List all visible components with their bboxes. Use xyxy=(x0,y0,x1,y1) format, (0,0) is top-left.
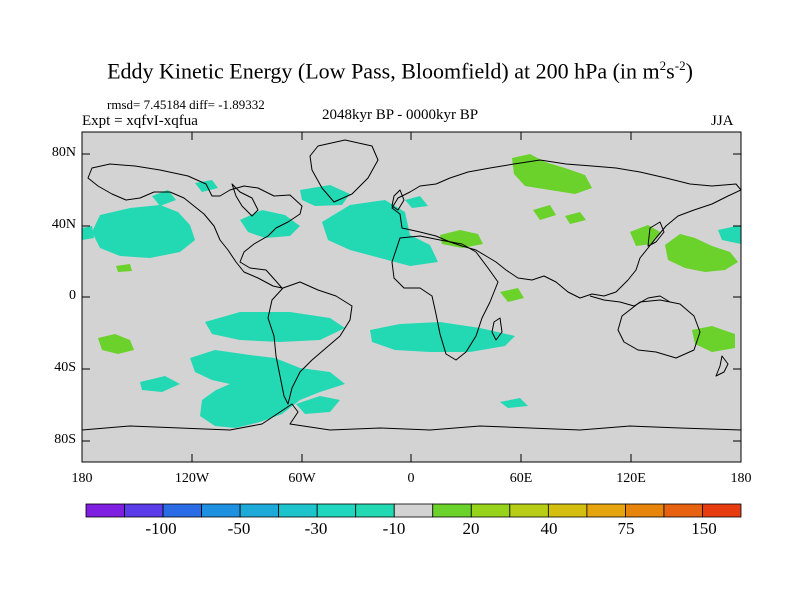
neg-region xyxy=(718,225,741,244)
colorbar-box xyxy=(124,503,164,518)
colorbar-box xyxy=(702,503,742,518)
colorbar xyxy=(85,503,742,518)
pos-region xyxy=(630,225,660,246)
colorbar-label: -30 xyxy=(304,519,328,538)
colorbar-box xyxy=(355,503,395,518)
colorbar-box xyxy=(586,503,626,518)
coast-indonesia xyxy=(589,295,671,307)
coast-antarctica xyxy=(82,403,741,431)
colorbar-box xyxy=(470,503,511,518)
colorbar-box xyxy=(201,503,241,518)
negative-anomaly-regions xyxy=(82,180,741,428)
coast-uk xyxy=(391,189,405,211)
pos-region xyxy=(512,154,592,194)
colorbar-label: -10 xyxy=(382,519,406,538)
lat-label: 0 xyxy=(69,288,76,303)
colorbar-box xyxy=(663,503,703,518)
colorbar-label: -100 xyxy=(145,519,177,538)
coast-madagascar xyxy=(491,317,503,341)
neg-region xyxy=(500,398,528,408)
colorbar-box xyxy=(85,503,125,518)
neg-region xyxy=(152,190,176,206)
lon-label: 120E xyxy=(616,471,646,486)
lat-label: 80N xyxy=(51,145,76,160)
lat-label: 80S xyxy=(54,432,76,447)
neg-region xyxy=(140,376,180,392)
colorbar-box xyxy=(239,503,280,518)
lon-ticks xyxy=(191,132,632,462)
coast-south-america xyxy=(267,281,353,405)
coast-africa xyxy=(391,235,499,361)
coastlines xyxy=(82,139,741,431)
anomaly-fields xyxy=(82,154,741,428)
lon-label: 0 xyxy=(407,471,415,486)
lat-ticks xyxy=(82,153,741,442)
lon-label: 60E xyxy=(509,471,533,486)
colorbar-label: 20 xyxy=(462,519,480,538)
colorbar-label: 150 xyxy=(691,519,717,538)
colorbar-box xyxy=(393,503,434,518)
lon-label: 60W xyxy=(288,471,316,486)
colorbar-box xyxy=(547,503,588,518)
coast-new-zealand xyxy=(715,355,729,377)
season-label: JJA xyxy=(711,113,734,129)
lat-label: 40N xyxy=(51,217,76,232)
neg-region xyxy=(205,312,345,342)
coast-japan xyxy=(647,221,665,247)
colorbar-box xyxy=(162,503,202,518)
colorbar-box xyxy=(278,503,318,518)
neg-region xyxy=(240,210,300,238)
neg-region xyxy=(82,226,94,240)
colorbar-box xyxy=(509,503,549,518)
colorbar-label: 75 xyxy=(617,519,635,538)
neg-region xyxy=(296,396,340,414)
lat-label: 40S xyxy=(54,360,76,375)
pos-region xyxy=(116,264,132,272)
lon-label: 180 xyxy=(730,471,752,486)
pos-region xyxy=(98,334,134,354)
colorbar-label: 40 xyxy=(540,519,558,538)
map-background xyxy=(82,132,741,462)
positive-anomaly-regions xyxy=(98,154,738,354)
colorbar-box xyxy=(432,503,472,518)
pos-region xyxy=(565,212,586,224)
coast-greenland xyxy=(309,139,379,203)
coast-europe-asia xyxy=(391,159,741,299)
neg-region xyxy=(322,200,438,266)
coast-australia xyxy=(617,299,701,359)
pos-region xyxy=(692,326,735,352)
lon-label: 180 xyxy=(71,471,93,486)
pos-region xyxy=(440,230,483,248)
pos-region xyxy=(533,205,556,220)
neg-region xyxy=(92,205,195,258)
chart-title: Eddy Kinetic Energy (Low Pass, Bloomfiel… xyxy=(107,58,693,84)
coast-hudson xyxy=(231,183,259,217)
colorbar-box xyxy=(625,503,665,518)
experiment-label: Expt = xqfvI-xqfua xyxy=(82,113,198,129)
lon-label: 120W xyxy=(174,471,210,486)
period-label: 2048kyr BP - 0000kyr BP xyxy=(322,107,479,123)
neg-region xyxy=(190,350,345,428)
colorbar-box xyxy=(316,503,357,518)
pos-region xyxy=(665,234,738,272)
stats-text: rmsd= 7.45184 diff= -1.89332 xyxy=(107,97,265,112)
colorbar-label: -50 xyxy=(227,519,251,538)
neg-region xyxy=(405,196,428,208)
pos-region xyxy=(500,288,524,302)
neg-region xyxy=(370,322,515,352)
coast-north-america xyxy=(87,163,303,289)
